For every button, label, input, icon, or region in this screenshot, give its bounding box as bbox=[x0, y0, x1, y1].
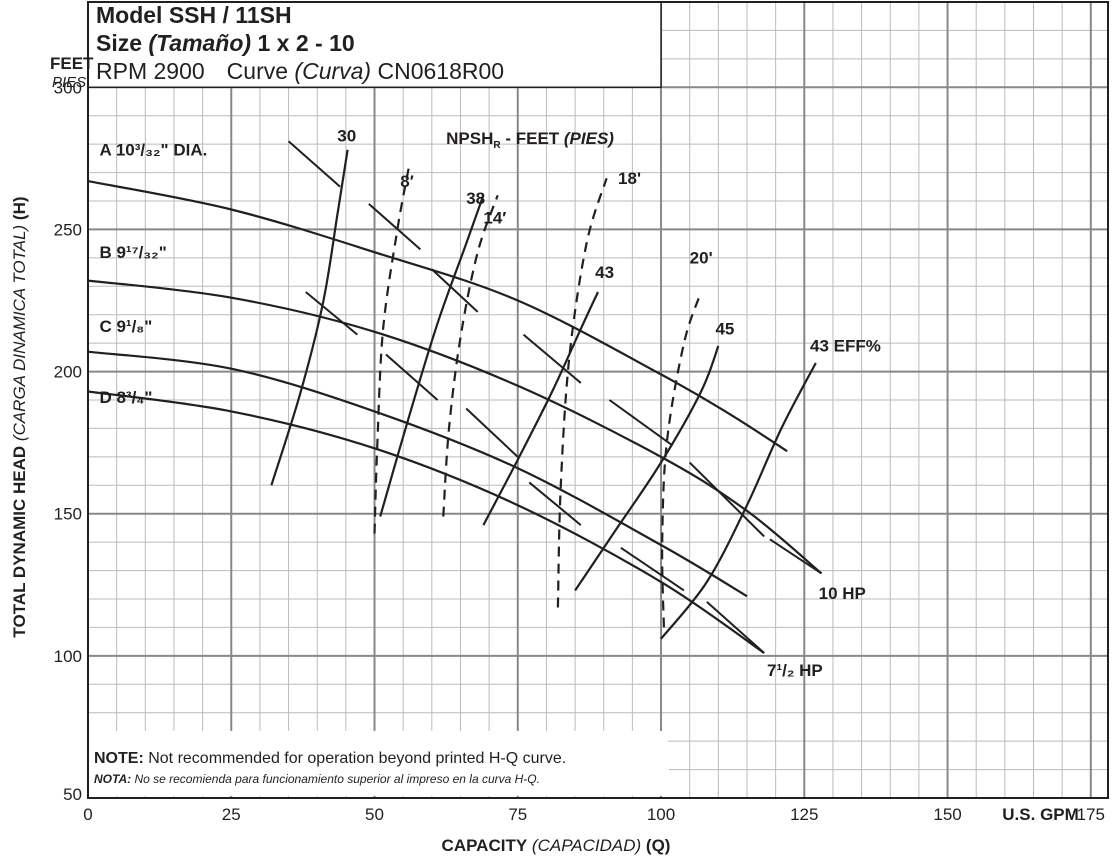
x-unit-label: U.S. GPM bbox=[1002, 805, 1079, 824]
note-es-text: No se recomienda para funcionamiento sup… bbox=[131, 772, 540, 786]
y-title-es: (CARGA DINAMICA TOTAL) bbox=[10, 224, 29, 442]
header-box bbox=[87, 1, 662, 89]
hp-tick bbox=[608, 399, 674, 447]
efficiency-curve bbox=[574, 345, 720, 592]
model-label: Model SSH / 11SH bbox=[96, 2, 292, 28]
efficiency-curve bbox=[482, 291, 599, 526]
note-es-label: NOTA: bbox=[94, 772, 132, 786]
label-npsh-18: 18' bbox=[618, 169, 641, 188]
plot-frame bbox=[87, 1, 1109, 799]
label-eff-43b: 43 EFF% bbox=[810, 337, 881, 356]
x-tick-label: 75 bbox=[508, 805, 527, 824]
label-eff-38: 38 bbox=[466, 189, 485, 208]
impeller-curve bbox=[87, 279, 823, 575]
curve-es: (Curva) bbox=[294, 58, 372, 84]
hp-tick bbox=[522, 333, 582, 384]
label-impeller-a: A 10³/₃₂" DIA. bbox=[99, 141, 207, 160]
label-npsh-8: 8′ bbox=[400, 172, 414, 191]
x-tick-label: 125 bbox=[790, 805, 818, 824]
label-npshr-title: NPSHR - FEET (PIES) bbox=[446, 129, 614, 151]
x-axis-title: CAPACITY (CAPACIDAD) (Q) bbox=[0, 836, 1112, 856]
hp-tick bbox=[287, 140, 341, 188]
label-npsh-14: 14′ bbox=[483, 209, 506, 228]
y-tick-label: 50 bbox=[63, 785, 82, 804]
y-tick-label: 150 bbox=[54, 505, 82, 524]
npsh-main: NPSH bbox=[446, 129, 493, 148]
hp-tick bbox=[385, 353, 439, 401]
x-tick-label: 50 bbox=[365, 805, 384, 824]
hp-tick bbox=[431, 268, 479, 313]
label-impeller-c: C 9¹/₈" bbox=[99, 317, 152, 336]
y-tick-label: 300 bbox=[54, 78, 82, 97]
size-es: (Tamaño) bbox=[148, 30, 252, 56]
hp-tick bbox=[528, 481, 582, 526]
size-value: 1 x 2 - 10 bbox=[251, 30, 355, 56]
npshr-curve bbox=[373, 166, 410, 534]
efficiency-curve bbox=[660, 362, 817, 640]
curves bbox=[87, 149, 823, 654]
curve-labels: A 10³/₃₂" DIA. B 9¹⁷/₃₂" C 9¹/₈" D 8³/₄" 30 3… bbox=[99, 126, 880, 679]
x-tick-label: 150 bbox=[933, 805, 961, 824]
chart-header: Model SSH / 11SH Size (Tamaño) 1 x 2 - 1… bbox=[96, 4, 656, 83]
label-hp-75: 7¹/₂ HP bbox=[767, 661, 823, 680]
x-tick-label: 0 bbox=[83, 805, 92, 824]
npshr-curve bbox=[556, 177, 608, 608]
x-title-sym: (Q) bbox=[645, 836, 671, 855]
hp-tick bbox=[305, 291, 358, 336]
impeller-curve bbox=[87, 350, 748, 598]
note-en: NOTE: Not recommended for operation beyo… bbox=[94, 750, 669, 768]
x-tick-label: 175 bbox=[1077, 805, 1105, 824]
hp-ticks bbox=[287, 140, 823, 654]
label-impeller-d: D 8³/₄" bbox=[99, 388, 152, 407]
x-tick-label: 100 bbox=[647, 805, 675, 824]
hp-tick bbox=[465, 407, 519, 458]
efficiency-curve bbox=[270, 149, 349, 486]
note-box: NOTE: Not recommended for operation beyo… bbox=[94, 750, 669, 786]
minor-grid bbox=[88, 2, 1108, 798]
npsh-rest: - FEET bbox=[501, 129, 564, 148]
label-eff-43a: 43 bbox=[595, 263, 614, 282]
x-tick-label: 25 bbox=[222, 805, 241, 824]
y-tick-label: 200 bbox=[54, 363, 82, 382]
size-prefix: Size bbox=[96, 30, 149, 56]
y-tick-labels: 50 100 150 200 250 300 bbox=[54, 78, 82, 804]
label-hp-10: 10 HP bbox=[819, 584, 866, 603]
npsh-pies: (PIES) bbox=[564, 129, 614, 148]
note-es: NOTA: No se recomienda para funcionamien… bbox=[94, 772, 669, 786]
impeller-curve bbox=[87, 390, 765, 654]
note-en-label: NOTE: bbox=[94, 750, 144, 767]
y-unit-en: FEET bbox=[50, 54, 94, 73]
y-axis-title: TOTAL DYNAMIC HEAD (CARGA DINAMICA TOTAL… bbox=[10, 107, 30, 727]
x-title-es: (CAPACIDAD) bbox=[531, 836, 642, 855]
size-line: Size (Tamaño) 1 x 2 - 10 bbox=[96, 32, 656, 60]
label-eff-45: 45 bbox=[715, 320, 734, 339]
x-title-en: CAPACITY bbox=[441, 836, 528, 855]
label-impeller-b: B 9¹⁷/₃₂" bbox=[99, 243, 166, 262]
curve-prefix: Curve bbox=[226, 58, 295, 84]
efficiency-curve bbox=[379, 194, 485, 517]
y-title-sym: (H) bbox=[10, 196, 29, 221]
hp-tick bbox=[706, 601, 765, 654]
rpm-curve-line: RPM 2900 Curve (Curva) CN0618R00 bbox=[96, 60, 656, 83]
npshr-curve bbox=[442, 194, 499, 517]
npsh-subscript: R bbox=[493, 140, 501, 151]
y-title-en: TOTAL DYNAMIC HEAD bbox=[10, 445, 29, 638]
note-en-text: Not recommended for operation beyond pri… bbox=[143, 750, 567, 767]
hp-tick bbox=[368, 203, 422, 251]
curve-value: CN0618R00 bbox=[371, 58, 505, 84]
label-eff-30: 30 bbox=[337, 126, 356, 145]
npshr-curve bbox=[661, 291, 703, 628]
y-unit-es: PIES bbox=[52, 74, 87, 91]
hp-tick bbox=[620, 547, 685, 592]
rpm-label: RPM 2900 bbox=[96, 58, 205, 84]
hp-tick bbox=[688, 461, 765, 538]
label-npsh-20: 20' bbox=[690, 249, 713, 268]
y-tick-label: 250 bbox=[54, 220, 82, 239]
impeller-curve bbox=[87, 180, 788, 453]
hp-tick bbox=[769, 538, 823, 575]
y-tick-label: 100 bbox=[54, 647, 82, 666]
